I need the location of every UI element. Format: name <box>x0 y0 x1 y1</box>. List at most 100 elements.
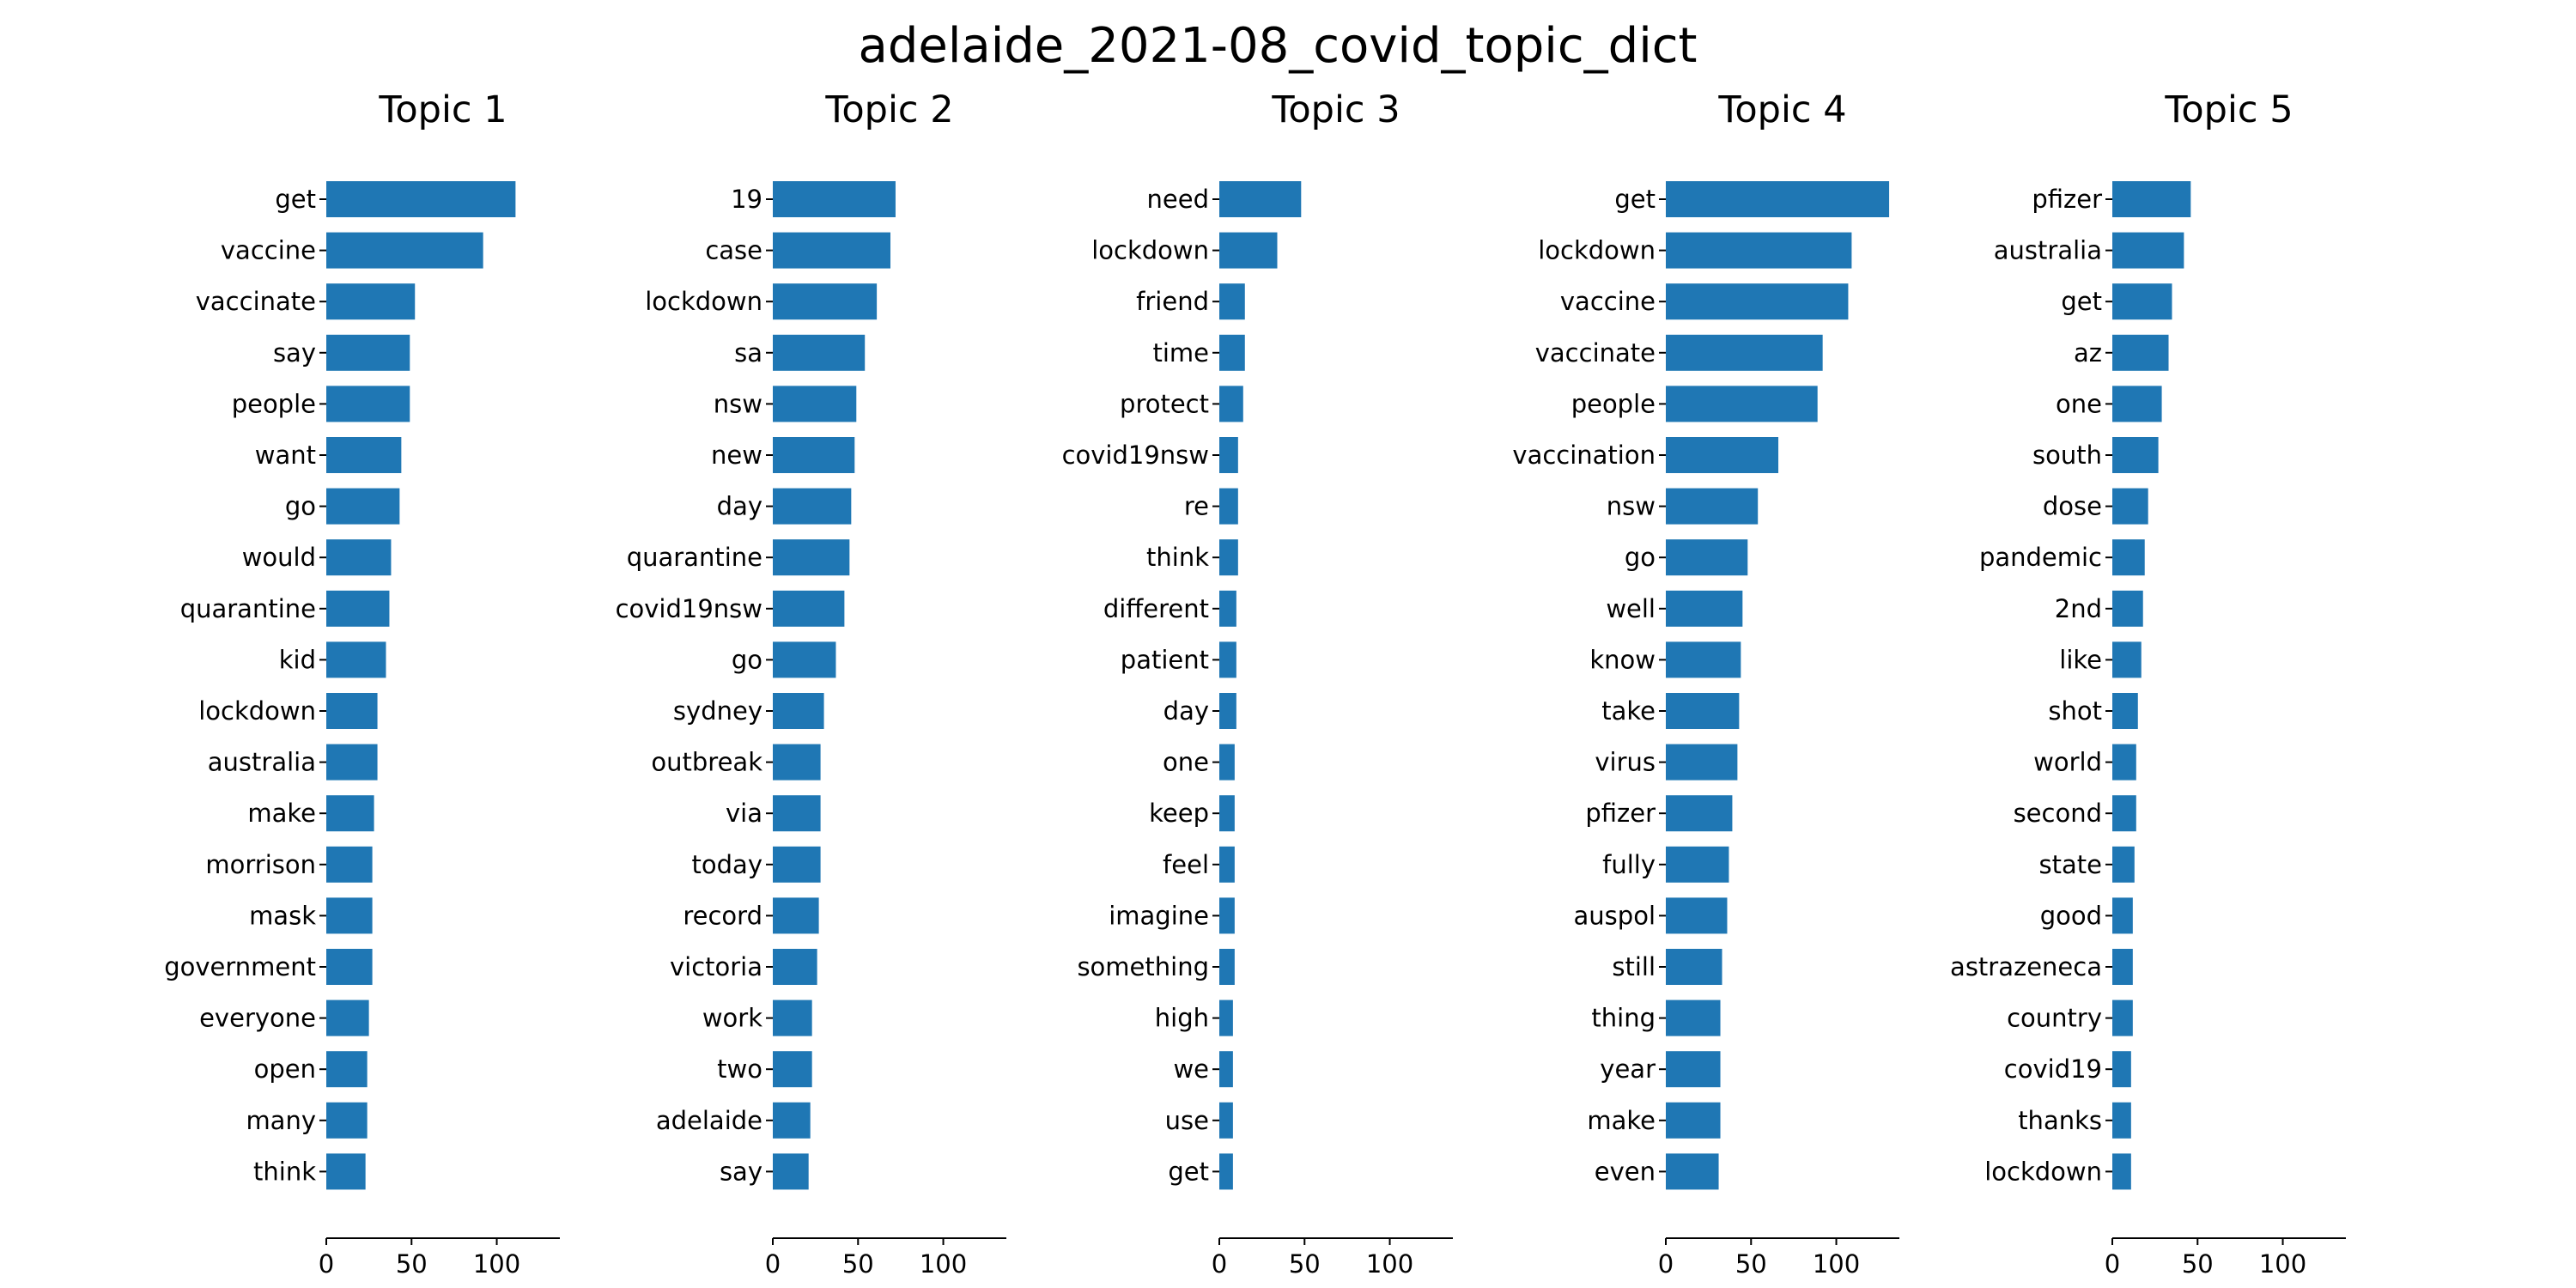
category-label: sa <box>734 338 762 368</box>
x-tick-label: 0 <box>765 1249 781 1279</box>
category-label: world <box>2033 748 2102 777</box>
x-tick-label: 100 <box>473 1249 520 1279</box>
bar <box>1219 232 1278 269</box>
bar <box>773 846 821 883</box>
category-label: state <box>2039 850 2102 879</box>
category-label: case <box>705 236 762 265</box>
category-label: victoria <box>670 952 762 981</box>
bar <box>2112 1153 2131 1190</box>
category-label: take <box>1601 696 1656 726</box>
topic-panel: Topic 3 need lockdown friend time protect covi… <box>1062 88 1453 1279</box>
category-label: we <box>1173 1054 1209 1084</box>
category-label: auspol <box>1574 901 1656 930</box>
category-label: covid19nsw <box>1062 440 1209 470</box>
bar <box>773 1051 812 1088</box>
bar <box>326 181 516 217</box>
panel-title: Topic 3 <box>1271 88 1400 131</box>
bar <box>326 232 483 269</box>
category-label: well <box>1606 594 1656 623</box>
bar <box>2112 488 2148 525</box>
category-label: need <box>1147 185 1209 214</box>
bar <box>2112 232 2184 269</box>
topic-panel: Topic 5 pfizer australia get az one south dose p… <box>1950 88 2346 1279</box>
category-label: get <box>2061 287 2102 316</box>
category-label: say <box>720 1157 762 1186</box>
bar <box>1219 539 1238 576</box>
category-label: today <box>692 850 762 879</box>
category-label: go <box>285 492 316 521</box>
bar <box>1219 795 1235 832</box>
panel-title: Topic 4 <box>1717 88 1846 131</box>
category-label: lockdown <box>1091 236 1209 265</box>
category-label: think <box>253 1157 316 1186</box>
category-label: adelaide <box>656 1106 762 1135</box>
category-label: keep <box>1149 799 1209 828</box>
category-label: new <box>711 440 762 470</box>
bar <box>2112 744 2136 781</box>
category-label: 2nd <box>2055 594 2102 623</box>
bar <box>1219 1051 1233 1088</box>
bar <box>1219 590 1236 627</box>
bar <box>1666 795 1733 832</box>
category-label: astrazeneca <box>1950 952 2102 981</box>
category-label: covid19nsw <box>616 594 762 623</box>
category-label: fully <box>1602 850 1656 879</box>
bar <box>2112 1051 2131 1088</box>
bar <box>773 949 817 985</box>
bar <box>1219 334 1245 371</box>
bar <box>1219 181 1302 217</box>
bar <box>773 1102 811 1139</box>
category-label: pandemic <box>1979 543 2102 572</box>
category-label: az <box>2074 338 2102 368</box>
x-tick-label: 100 <box>1813 1249 1860 1279</box>
bar <box>1666 590 1743 627</box>
category-label: vaccine <box>221 236 316 265</box>
bar <box>1219 386 1243 422</box>
category-label: time <box>1152 338 1209 368</box>
bar <box>773 897 819 934</box>
category-label: re <box>1184 492 1209 521</box>
bar <box>1219 949 1235 985</box>
bar <box>1219 693 1236 729</box>
bar <box>2112 795 2136 832</box>
panel-title: Topic 2 <box>824 88 953 131</box>
category-label: make <box>247 799 316 828</box>
panel-title: Topic 1 <box>378 88 507 131</box>
category-label: virus <box>1595 748 1656 777</box>
category-label: different <box>1103 594 1209 623</box>
bar <box>773 181 896 217</box>
bar <box>2112 999 2133 1036</box>
x-tick-label: 0 <box>319 1249 334 1279</box>
bar <box>326 641 386 678</box>
bar <box>326 846 373 883</box>
x-tick-label: 50 <box>1289 1249 1321 1279</box>
bar <box>1219 283 1245 320</box>
bar <box>1219 641 1236 678</box>
category-label: dose <box>2043 492 2102 521</box>
bar <box>326 795 374 832</box>
bar <box>326 283 416 320</box>
bar <box>1666 539 1748 576</box>
bar <box>326 693 378 729</box>
category-label: want <box>255 440 316 470</box>
category-label: protect <box>1120 389 1209 418</box>
bar <box>1219 999 1233 1036</box>
category-label: kid <box>279 645 316 674</box>
category-label: would <box>242 543 316 572</box>
bar <box>773 334 866 371</box>
x-tick-label: 50 <box>396 1249 428 1279</box>
x-tick-label: 0 <box>2105 1249 2120 1279</box>
topic-panel: Topic 1 get vaccine vaccinate say people want g… <box>164 88 560 1279</box>
bar <box>2112 1102 2131 1139</box>
category-label: know <box>1589 645 1656 674</box>
category-label: lockdown <box>645 287 762 316</box>
category-label: 19 <box>731 185 762 214</box>
bar <box>773 488 852 525</box>
bar <box>2112 539 2145 576</box>
category-label: one <box>2056 389 2102 418</box>
category-label: go <box>732 645 762 674</box>
category-label: go <box>1625 543 1656 572</box>
category-label: patient <box>1121 645 1209 674</box>
category-label: day <box>1163 696 1209 726</box>
category-label: mask <box>249 901 316 930</box>
